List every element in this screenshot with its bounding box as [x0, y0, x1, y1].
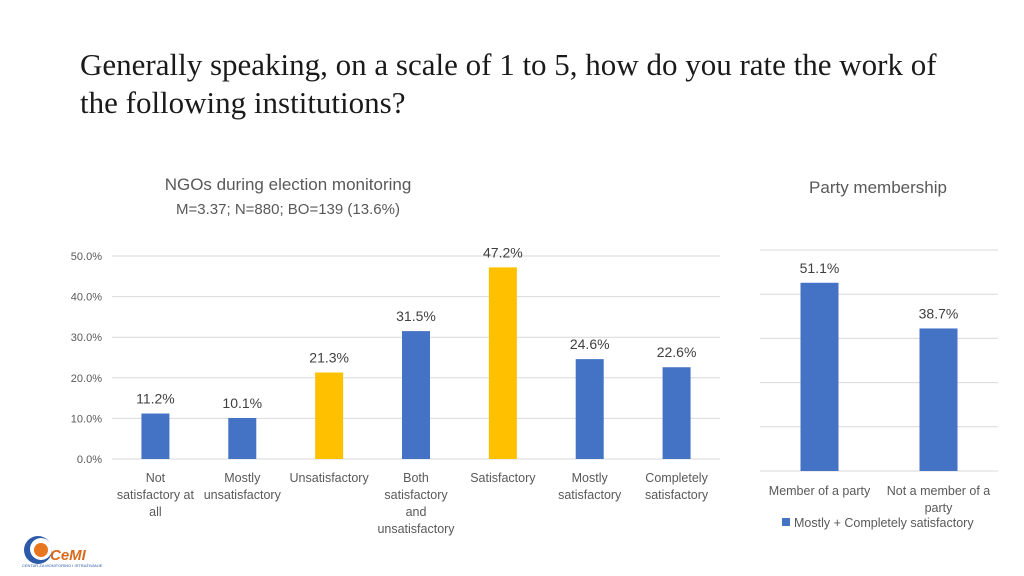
data-label: 38.7%	[919, 305, 959, 321]
data-label: 31.5%	[396, 308, 436, 324]
bar	[919, 328, 958, 471]
logo-text: CeMI	[50, 547, 86, 564]
y-tick-label: 30.0%	[71, 332, 102, 344]
bar	[228, 417, 257, 459]
y-tick-label: 0.0%	[77, 454, 102, 466]
x-tick-label: all	[149, 505, 162, 519]
x-tick-label: satisfactory at	[117, 488, 195, 502]
y-tick-label: 20.0%	[71, 373, 102, 385]
legend-swatch	[782, 518, 790, 526]
bar	[402, 331, 430, 459]
chart-title: Party membership	[809, 178, 947, 197]
data-label: 22.6%	[657, 344, 697, 360]
x-tick-label: party	[925, 501, 954, 515]
x-tick-label: Completely	[645, 471, 708, 485]
bar	[315, 372, 344, 459]
chart-title: NGOs during election monitoring	[165, 175, 412, 194]
y-tick-label: 40.0%	[71, 292, 102, 304]
x-tick-label: Mostly	[572, 471, 609, 485]
y-tick-label: 10.0%	[71, 413, 102, 425]
bar	[488, 267, 517, 459]
x-tick-label: unsatisfactory	[377, 522, 455, 536]
cemi-logo	[22, 530, 102, 570]
bar	[575, 359, 604, 459]
x-tick-label: Not a member of a	[887, 484, 991, 498]
x-tick-label: Member of a party	[769, 484, 871, 498]
legend-label: Mostly + Completely satisfactory	[794, 516, 974, 530]
x-tick-label: satisfactory	[558, 488, 622, 502]
x-tick-label: Mostly	[224, 471, 261, 485]
data-label: 47.2%	[483, 244, 523, 260]
x-tick-label: satisfactory	[645, 488, 709, 502]
x-tick-label: Not	[146, 471, 166, 485]
data-label: 21.3%	[309, 350, 349, 366]
x-tick-label: and	[406, 505, 427, 519]
data-label: 10.1%	[222, 395, 262, 411]
data-label: 24.6%	[570, 336, 610, 352]
x-tick-label: Satisfactory	[470, 471, 536, 485]
x-tick-label: satisfactory	[384, 488, 448, 502]
x-tick-label: Unsatisfactory	[290, 471, 370, 485]
bar	[800, 282, 839, 471]
slide-title: Generally speaking, on a scale of 1 to 5…	[80, 47, 937, 120]
x-tick-label: unsatisfactory	[204, 488, 282, 502]
data-label: 11.2%	[136, 391, 175, 407]
bar	[141, 413, 170, 459]
bar	[662, 367, 691, 459]
y-tick-label: 50.0%	[71, 251, 102, 263]
data-label: 51.1%	[800, 260, 840, 276]
x-tick-label: Both	[403, 471, 429, 485]
chart-subtitle: M=3.37; N=880; BO=139 (13.6%)	[176, 201, 400, 218]
logo-subtitle: CENTAR ZA MONITORING I ISTRAŽIVANJE	[22, 563, 103, 568]
